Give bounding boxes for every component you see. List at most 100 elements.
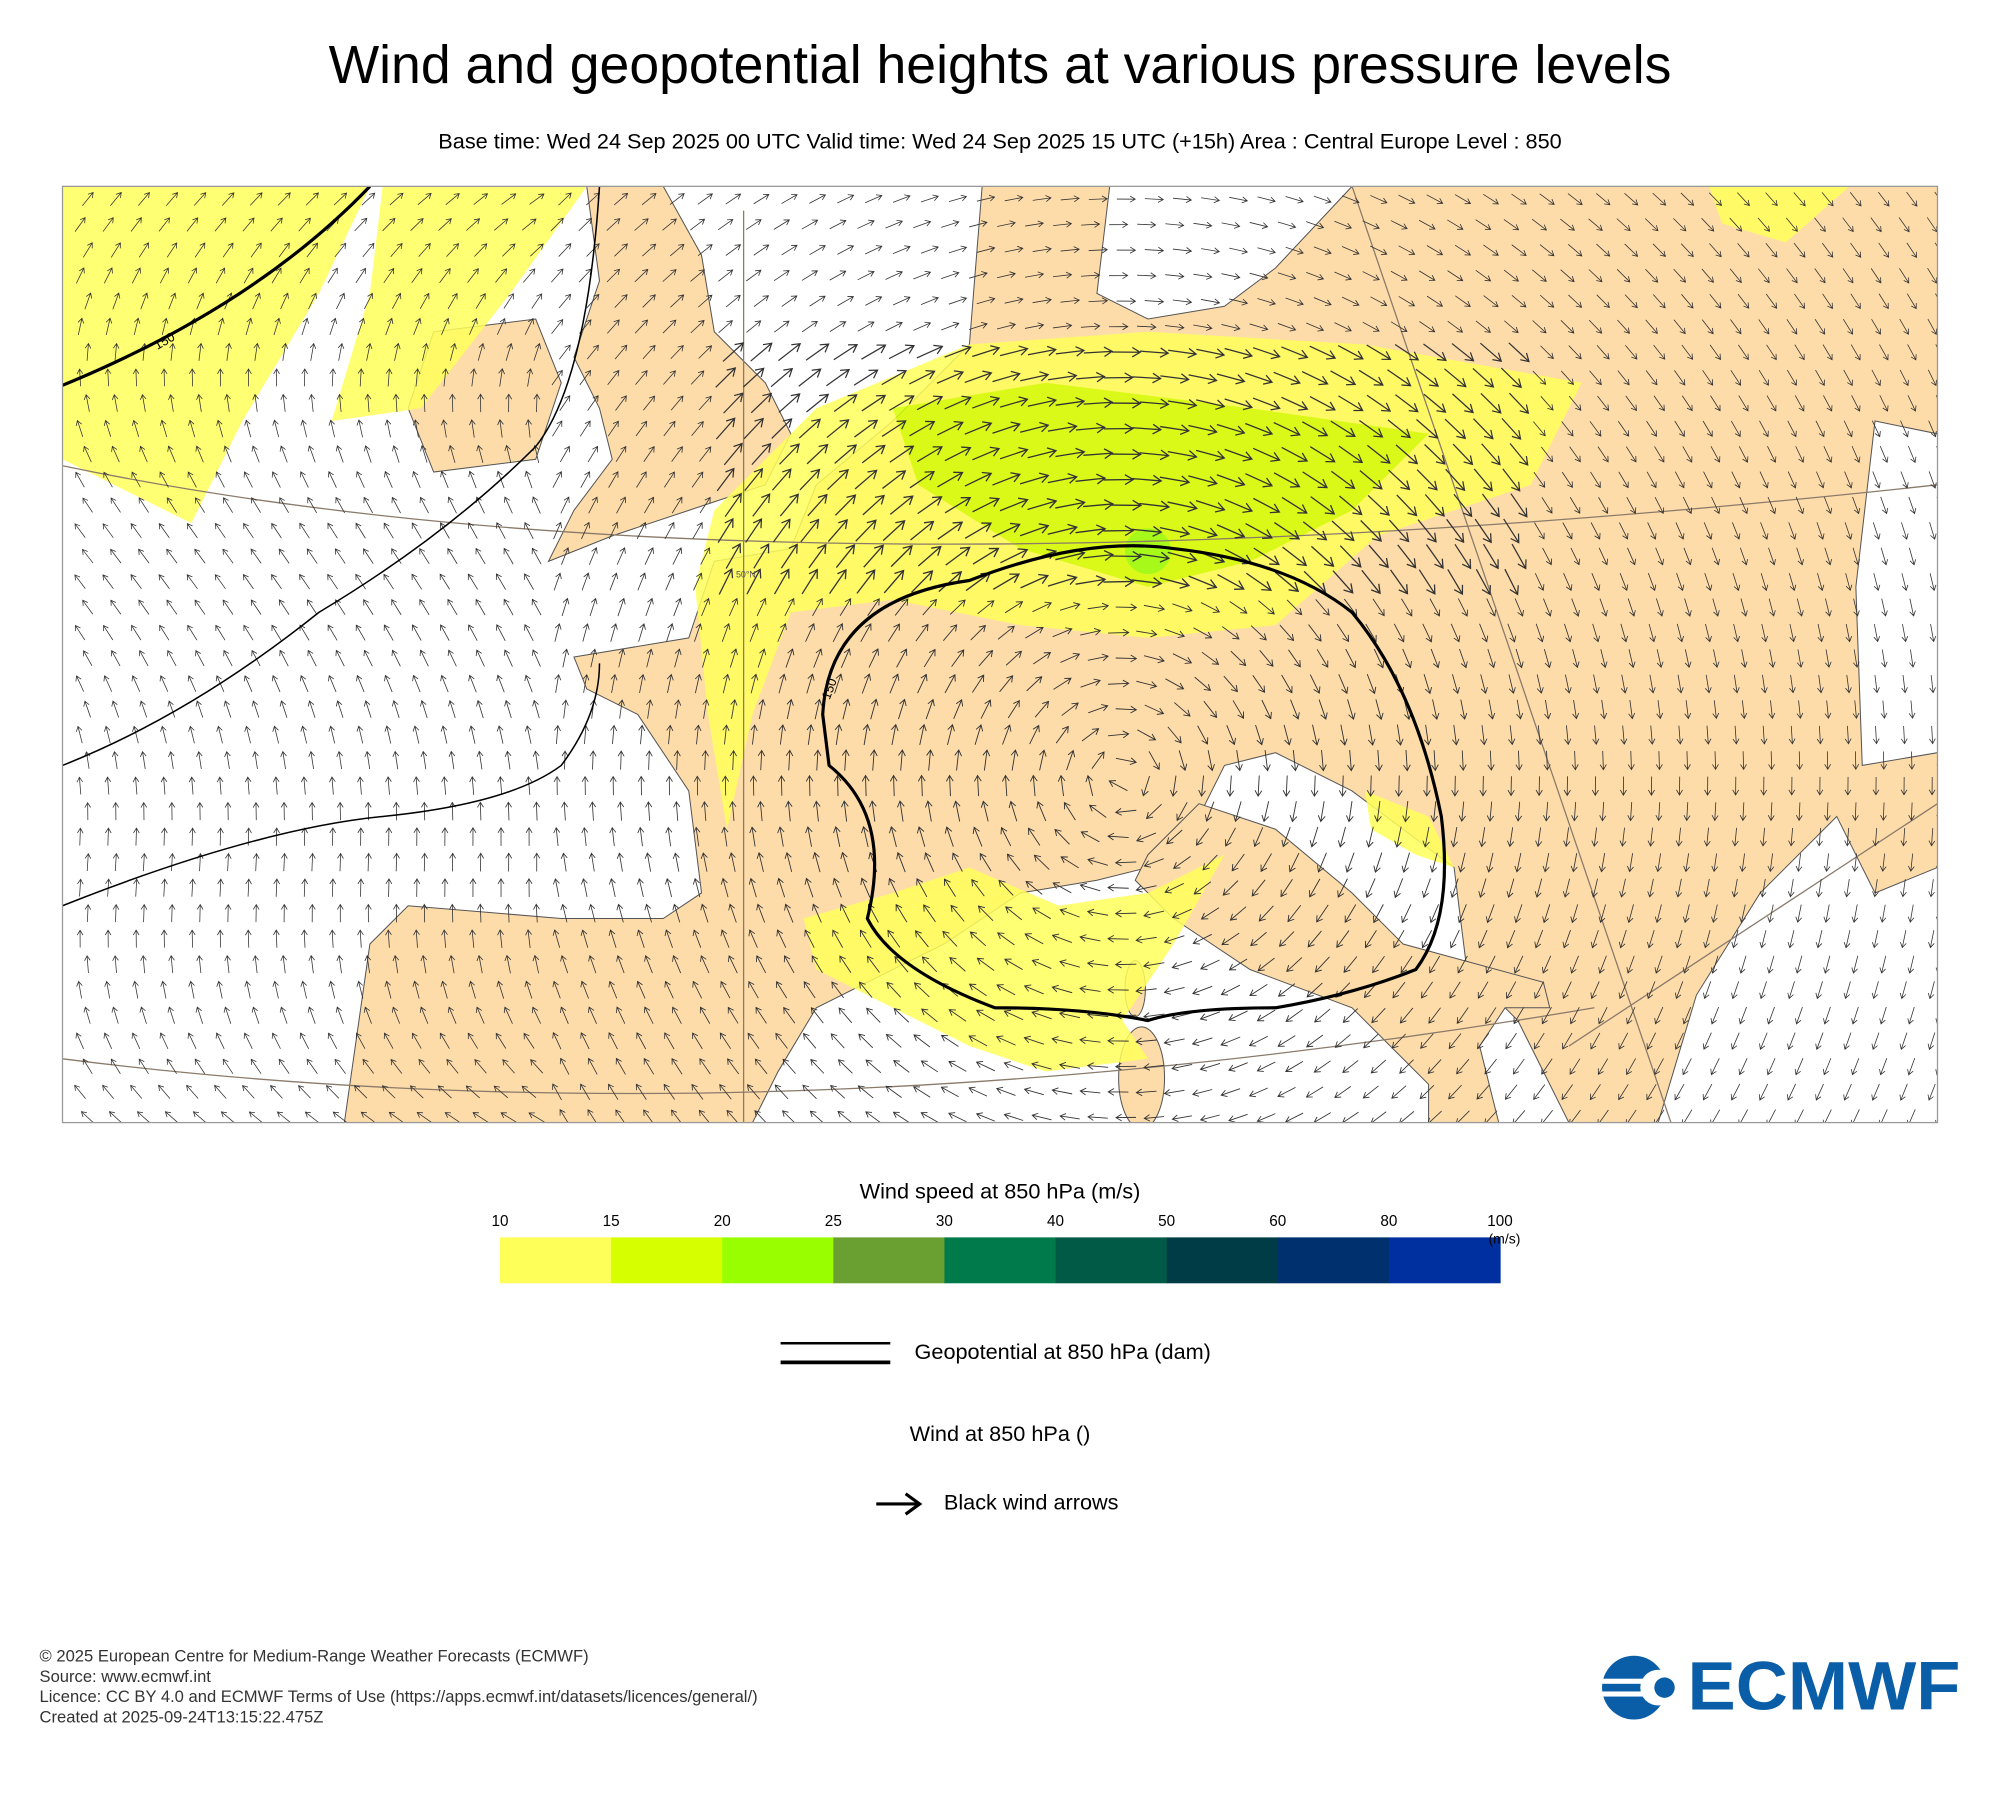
- wind-arrow: [1164, 883, 1185, 894]
- wind-arrow: [158, 574, 170, 589]
- wind-arrow: [1341, 1111, 1359, 1123]
- wind-arrow: [75, 267, 85, 284]
- wind-arrow: [1398, 296, 1416, 307]
- wind-arrow: [702, 648, 710, 668]
- wind-arrow: [1141, 775, 1151, 797]
- wind-arrow: [1245, 473, 1274, 488]
- wind-arrow: [301, 878, 309, 897]
- wind-arrow: [445, 193, 460, 205]
- wind-arrow: [1793, 242, 1806, 258]
- wind-arrow: [104, 725, 111, 744]
- wind-arrow: [1080, 678, 1101, 688]
- wind-arrow: [381, 1085, 396, 1099]
- wind-arrow: [833, 774, 842, 797]
- wind-arrow: [776, 877, 786, 898]
- footer-line: © 2025 European Centre for Medium-Range …: [40, 1646, 589, 1665]
- wind-arrow: [559, 344, 571, 360]
- wind-arrow: [980, 699, 992, 719]
- wind-arrow: [1901, 674, 1908, 694]
- wind-arrow: [441, 827, 449, 846]
- wind-arrow: [1132, 372, 1162, 384]
- wind-arrow: [771, 418, 793, 439]
- wind-arrow: [743, 417, 764, 440]
- wind-arrow: [104, 980, 111, 999]
- wind-arrow: [279, 497, 289, 513]
- wind-arrow: [75, 1032, 84, 1049]
- wind-arrow: [1879, 1006, 1887, 1025]
- wind-arrow: [552, 980, 561, 999]
- wind-arrow: [84, 853, 92, 871]
- wind-arrow: [1051, 1087, 1073, 1095]
- wind-arrow: [1455, 1110, 1470, 1123]
- wind-arrow: [913, 1086, 931, 1098]
- wind-arrow: [1143, 1063, 1165, 1071]
- wind-arrow: [448, 954, 456, 974]
- wind-arrow: [1111, 499, 1143, 511]
- wind-arrow: [1703, 878, 1711, 898]
- wind-arrow: [1200, 602, 1221, 613]
- wind-arrow: [187, 624, 198, 641]
- wind-arrow: [898, 749, 906, 771]
- wind-arrow: [412, 980, 420, 999]
- wind-arrow: [1027, 396, 1058, 407]
- wind-arrow: [1850, 242, 1862, 258]
- wind-arrow: [1851, 904, 1859, 923]
- wind-arrow: [754, 1058, 768, 1075]
- wind-arrow: [1535, 827, 1543, 848]
- wind-arrow: [976, 194, 996, 202]
- wind-arrow: [641, 192, 657, 206]
- wind-arrow: [1347, 749, 1355, 772]
- wind-arrow: [606, 268, 621, 283]
- wind-arrow: [954, 749, 962, 771]
- wind-arrow: [1337, 878, 1348, 898]
- wind-arrow: [1366, 394, 1392, 412]
- wind-arrow: [195, 445, 204, 463]
- wind-arrow: [969, 271, 988, 279]
- wind-arrow: [837, 1110, 854, 1123]
- wind-arrow: [1682, 904, 1690, 924]
- wind-arrow: [799, 468, 821, 491]
- wind-arrow: [1479, 342, 1503, 362]
- wind-arrow: [215, 1032, 225, 1049]
- wind-arrow: [1562, 929, 1571, 949]
- wind-arrow: [1200, 959, 1220, 970]
- wind-arrow: [671, 1006, 682, 1024]
- wind-arrow: [161, 827, 168, 846]
- wind-arrow: [1332, 570, 1354, 594]
- wind-arrow: [1680, 192, 1695, 206]
- wind-arrow: [1486, 801, 1495, 822]
- wind-arrow: [1192, 1089, 1213, 1097]
- wind-arrow: [413, 776, 420, 795]
- wind-arrow: [1159, 577, 1191, 589]
- wind-arrow: [169, 342, 176, 361]
- wind-arrow: [447, 496, 457, 514]
- wind-arrow: [867, 598, 880, 616]
- wind-arrow: [1224, 498, 1254, 513]
- wind-arrow: [362, 1058, 374, 1074]
- wind-arrow: [110, 599, 122, 615]
- wind-arrow: [496, 522, 506, 539]
- wind-arrow: [188, 725, 195, 744]
- wind-arrow: [1371, 1007, 1386, 1024]
- wind-arrow: [715, 417, 736, 440]
- wind-arrow: [222, 599, 234, 615]
- wind-arrow: [1256, 1009, 1276, 1022]
- wind-arrow: [158, 523, 170, 539]
- wind-arrow: [1457, 904, 1467, 924]
- wind-arrow: [890, 544, 913, 568]
- wind-arrow: [271, 471, 281, 488]
- wind-arrow: [74, 523, 86, 538]
- wind-arrow: [243, 624, 254, 641]
- wind-arrow: [865, 1059, 882, 1074]
- wind-arrow: [801, 568, 818, 595]
- wind-arrow: [1257, 957, 1275, 972]
- wind-arrow: [1656, 598, 1664, 617]
- wind-arrow: [1148, 751, 1160, 771]
- wind-arrow: [1055, 396, 1086, 408]
- wind-arrow: [914, 930, 929, 948]
- wind-arrow: [1759, 981, 1767, 1000]
- wind-arrow: [857, 219, 875, 229]
- wind-arrow: [103, 1032, 113, 1049]
- wind-arrow: [716, 467, 735, 492]
- wind-arrow: [1704, 573, 1713, 592]
